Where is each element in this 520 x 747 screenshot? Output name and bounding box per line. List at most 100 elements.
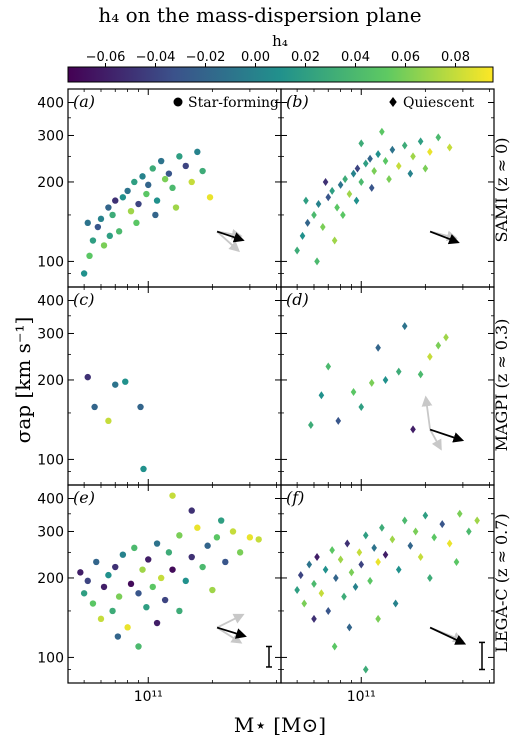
data-point xyxy=(435,341,442,350)
data-point xyxy=(325,193,332,202)
data-point xyxy=(368,378,375,387)
data-point xyxy=(375,614,381,623)
data-point xyxy=(182,577,189,585)
data-point xyxy=(229,528,237,535)
panel-label: (b) xyxy=(286,92,309,111)
panel-frame xyxy=(67,286,282,486)
data-point xyxy=(417,553,424,562)
data-point xyxy=(188,553,195,561)
data-point xyxy=(407,169,414,178)
data-point xyxy=(209,586,216,594)
data-point xyxy=(395,367,402,376)
data-point xyxy=(206,194,214,201)
data-point xyxy=(331,236,338,245)
data-point xyxy=(139,173,146,180)
data-point xyxy=(389,145,396,154)
panel-a: 100 200 300 400 (a) Star-forming xyxy=(37,88,282,288)
bias-arrow xyxy=(429,230,460,245)
data-point xyxy=(153,619,161,627)
bias-arrow xyxy=(429,428,465,443)
data-point xyxy=(417,137,424,146)
colorbar-tick-label: 0.08 xyxy=(441,50,470,65)
data-point xyxy=(362,159,369,168)
data-point xyxy=(367,576,373,585)
data-point xyxy=(417,370,424,379)
data-point xyxy=(353,196,360,205)
colorbar-label: h₄ xyxy=(272,32,288,50)
data-point xyxy=(152,211,159,219)
data-point xyxy=(311,614,317,623)
data-point xyxy=(105,417,112,425)
data-point xyxy=(217,517,225,524)
panel-e: 100 200 300 400 10¹¹ (e) xyxy=(37,484,282,705)
data-point xyxy=(135,590,142,597)
data-point xyxy=(301,599,308,608)
data-point xyxy=(137,403,144,411)
panel-label: (e) xyxy=(73,488,95,507)
data-point xyxy=(114,633,122,640)
data-point xyxy=(367,154,373,163)
panel-label: (f) xyxy=(286,488,304,507)
scatter-series xyxy=(308,322,449,434)
y-tick-label: 400 xyxy=(37,294,64,310)
data-point xyxy=(358,402,365,411)
panel-f: 10¹¹ (f) xyxy=(280,484,495,705)
data-point xyxy=(299,231,306,240)
y-tick-label: 200 xyxy=(37,571,64,587)
data-point xyxy=(213,534,221,541)
data-point xyxy=(165,170,173,177)
data-point xyxy=(350,388,357,397)
data-point xyxy=(422,164,429,173)
panel-frame xyxy=(67,484,282,684)
scatter-series xyxy=(294,509,480,674)
data-point xyxy=(375,557,381,566)
data-point xyxy=(145,181,152,189)
legend-marker-circle xyxy=(173,97,183,107)
data-point xyxy=(176,607,183,615)
data-point xyxy=(122,378,129,385)
data-point xyxy=(346,623,353,632)
data-point xyxy=(182,162,189,170)
data-point xyxy=(115,228,123,235)
y-tick-label: 100 xyxy=(37,452,64,468)
data-point xyxy=(401,141,408,150)
bias-arrow xyxy=(216,230,245,243)
data-point xyxy=(333,573,339,582)
data-point xyxy=(427,573,433,582)
data-point xyxy=(346,190,353,199)
row-label-magpi: MAGPI (z ≈ 0.3) xyxy=(492,319,511,452)
panel-c: 100 200 300 400 (c) xyxy=(37,286,282,486)
scatter-series xyxy=(84,373,147,473)
bias-arrow xyxy=(429,429,442,451)
data-point xyxy=(356,548,363,557)
data-point xyxy=(314,257,320,266)
data-point xyxy=(348,568,355,577)
data-point xyxy=(119,194,127,201)
data-point xyxy=(392,599,399,608)
data-point xyxy=(80,270,88,277)
data-point xyxy=(149,583,156,591)
data-point xyxy=(143,603,150,611)
panel-b: (b) Quiescent xyxy=(280,88,495,288)
colorbar-tick-label: 0.00 xyxy=(241,50,270,65)
data-point xyxy=(115,593,123,600)
data-point xyxy=(331,642,338,651)
data-point xyxy=(435,133,442,142)
data-point xyxy=(453,557,460,566)
x-axis-label: M⋆ [M⊙] xyxy=(234,713,326,737)
data-point xyxy=(84,373,91,381)
panel-label: (c) xyxy=(73,290,94,309)
panel-frame xyxy=(280,484,495,684)
data-point xyxy=(140,465,147,473)
data-point xyxy=(318,391,325,400)
y-tick-label: 400 xyxy=(37,96,64,112)
data-point xyxy=(335,416,342,425)
data-point xyxy=(124,624,131,631)
data-point xyxy=(97,215,105,223)
data-point xyxy=(362,531,369,540)
scatter-series xyxy=(80,148,214,277)
data-point xyxy=(157,157,165,165)
data-point xyxy=(341,592,347,601)
data-point xyxy=(119,551,127,558)
